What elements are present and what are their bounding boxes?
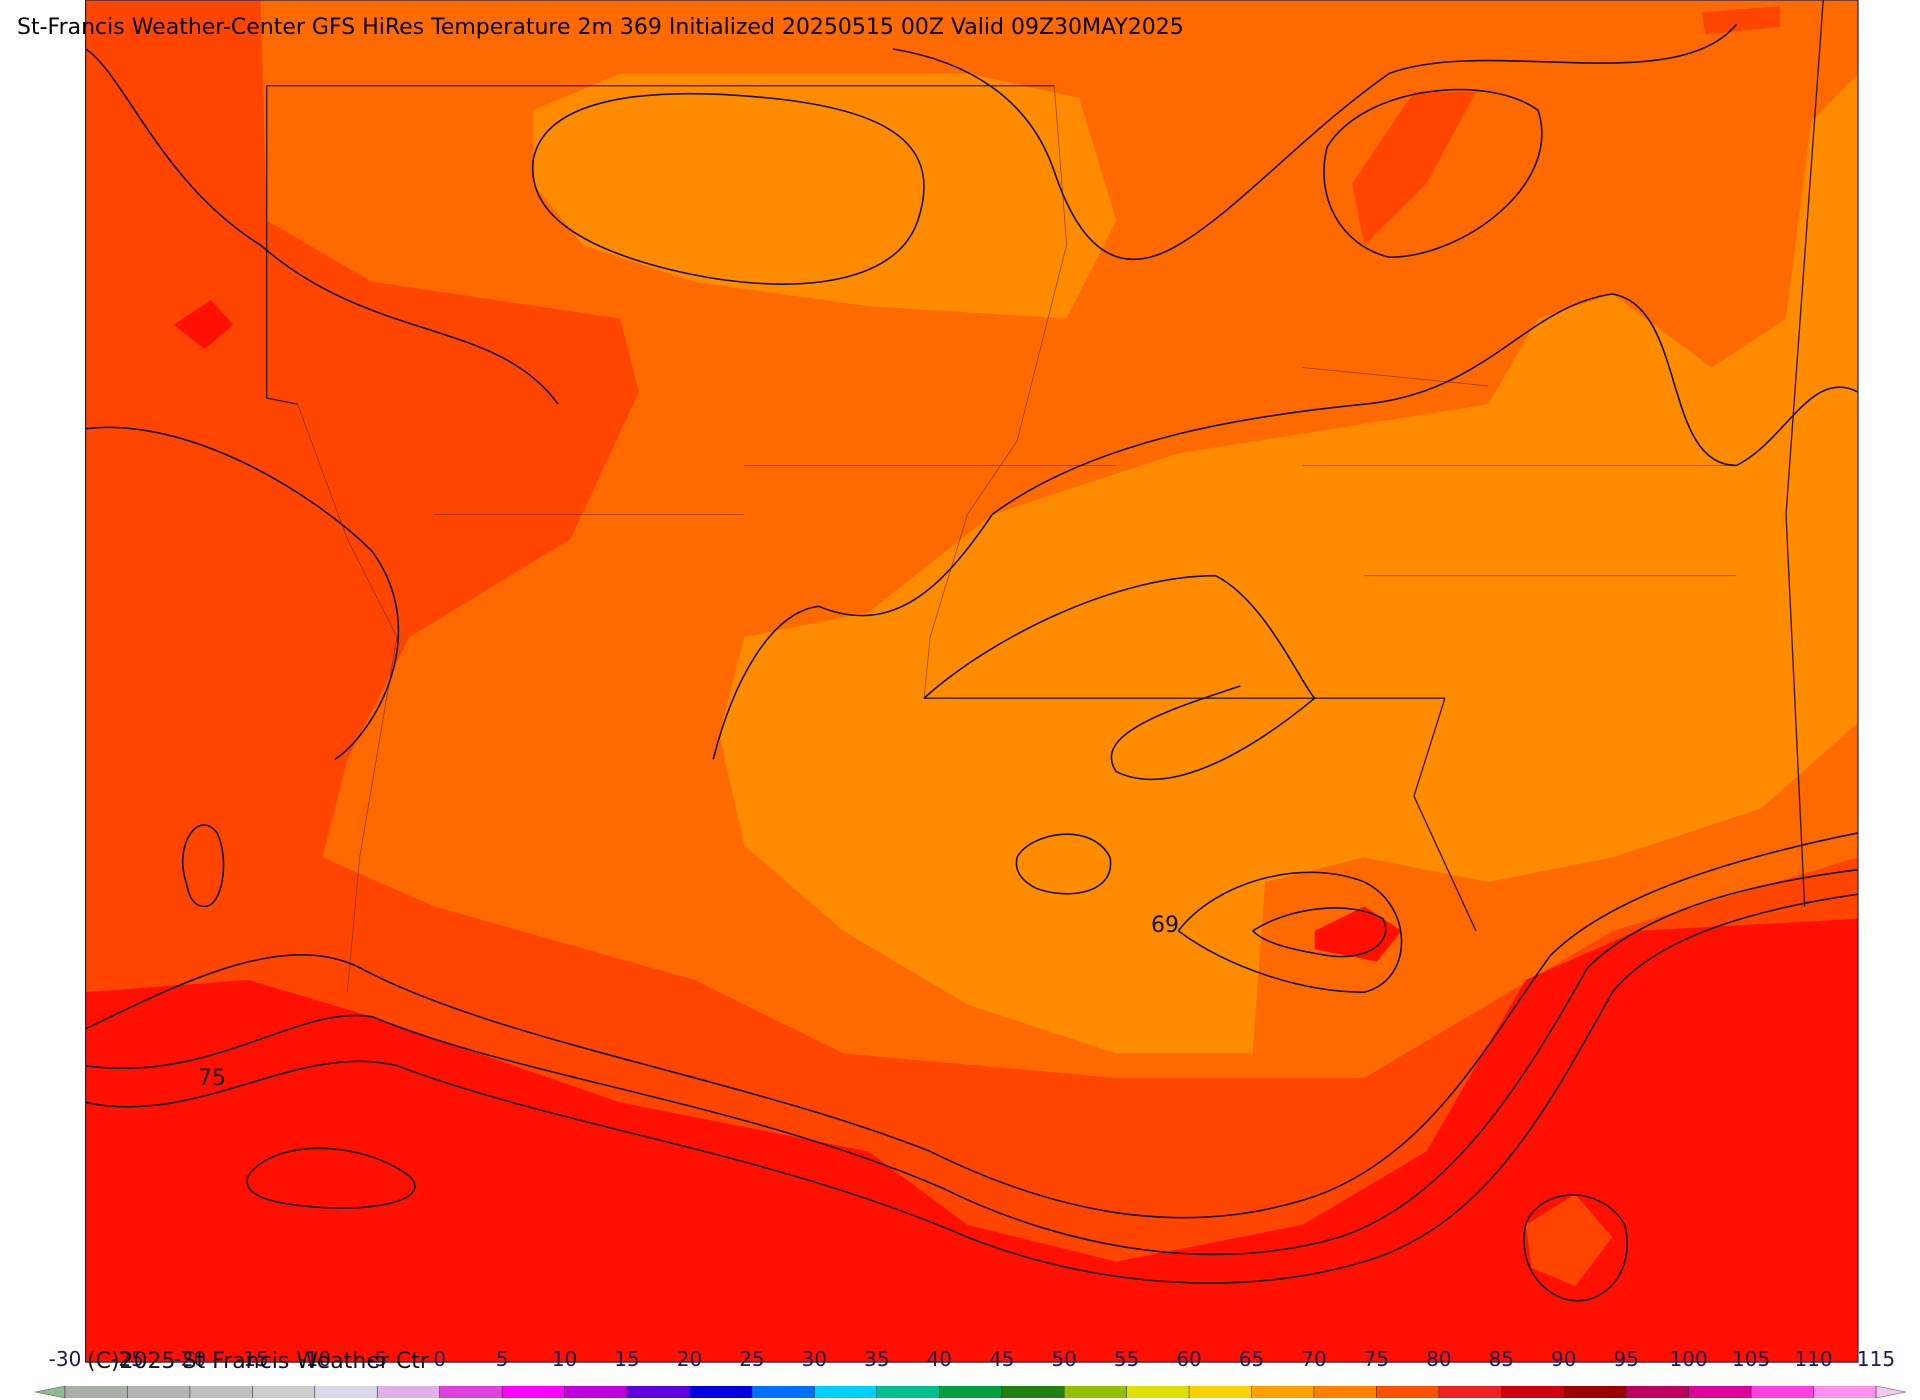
contour-label: 69 — [1151, 913, 1179, 938]
colorbar-swatch — [1501, 1386, 1565, 1398]
colorbar-label: 70 — [1301, 1347, 1326, 1371]
colorbar-swatch — [627, 1386, 690, 1398]
colorbar-swatch — [876, 1386, 940, 1398]
colorbar-label: -5 — [367, 1347, 387, 1371]
colorbar-label: 95 — [1613, 1347, 1638, 1371]
contour-line — [85, 48, 559, 405]
colorbar-label: 60 — [1176, 1347, 1201, 1371]
colorbar-swatch — [1438, 1386, 1502, 1398]
colorbar: -30 -25 -20 -15 -10 -5 0 5 10 15 20 25 30 35 40 45 50 55 6… — [34, 1347, 1907, 1399]
colorbar-swatch — [1813, 1386, 1877, 1398]
colorbar-swatch — [1251, 1386, 1315, 1398]
colorbar-swatch — [814, 1386, 878, 1398]
colorbar-swatch — [689, 1386, 753, 1398]
colorbar-over — [1875, 1385, 1907, 1399]
colorbar-label: -15 — [236, 1347, 269, 1371]
colorbar-label: 50 — [1051, 1347, 1076, 1371]
colorbar-label: 55 — [1114, 1347, 1139, 1371]
colorbar-swatch — [439, 1386, 503, 1398]
colorbar-swatch — [314, 1386, 378, 1398]
contour-line — [712, 293, 1859, 760]
colorbar-label: 20 — [677, 1347, 702, 1371]
colorbar-swatch — [252, 1386, 316, 1398]
colorbar-label: 40 — [927, 1347, 952, 1371]
colorbar-label: 115 — [1857, 1347, 1895, 1371]
cool-region — [533, 73, 1117, 319]
colorbar-label: 10 — [552, 1347, 577, 1371]
contour-line — [1523, 1194, 1628, 1302]
warm-region — [85, 0, 1858, 1363]
contour-line — [85, 893, 1859, 1284]
contour-line — [85, 868, 1859, 1256]
colorbar-swatch — [1001, 1386, 1065, 1398]
colorbar-label: 100 — [1670, 1347, 1708, 1371]
colorbar-label: 15 — [614, 1347, 639, 1371]
map-frame — [84, 0, 1859, 1363]
contour-line — [85, 426, 400, 761]
colorbar-swatch — [1064, 1386, 1128, 1398]
colorbar-label: -10 — [298, 1347, 331, 1371]
colorbar-swatch — [1751, 1386, 1815, 1398]
warm-region — [1525, 1194, 1613, 1287]
colorbar-label: 30 — [802, 1347, 827, 1371]
contour-line — [923, 574, 1316, 781]
colorbar-label: -30 — [49, 1347, 82, 1371]
colorbar-swatch — [377, 1386, 441, 1398]
colorbar-swatch — [1126, 1386, 1190, 1398]
colorbar-swatch — [751, 1386, 815, 1398]
colorbar-label: 85 — [1489, 1347, 1514, 1371]
copyright: (C)2025 St Francis Weather Ctr — [87, 1349, 430, 1374]
colorbar-label: 45 — [989, 1347, 1014, 1371]
colorbar-swatch — [1313, 1386, 1377, 1398]
warm-region — [1351, 91, 1476, 245]
colorbar-label: 75 — [1364, 1347, 1389, 1371]
hot-region — [1314, 906, 1402, 962]
colorbar-swatch — [127, 1386, 191, 1398]
contour-line — [1252, 907, 1387, 958]
colorbar-swatch — [502, 1386, 566, 1398]
colorbar-swatch — [939, 1386, 1003, 1398]
colorbar-label: 90 — [1551, 1347, 1576, 1371]
colorbar-swatch — [65, 1386, 128, 1398]
contour-line — [892, 23, 1738, 261]
contour-line — [531, 92, 925, 285]
warm-region — [1701, 6, 1780, 35]
map — [84, 0, 1859, 1363]
county-border — [297, 85, 1737, 993]
colorbar-label: 110 — [1794, 1347, 1832, 1371]
colorbar-swatch — [1626, 1386, 1690, 1398]
colorbar-label: 5 — [496, 1347, 509, 1371]
contour-line — [1177, 871, 1403, 993]
colorbar-label: -25 — [111, 1347, 144, 1371]
colorbar-swatch — [189, 1386, 253, 1398]
contour-line — [181, 824, 225, 908]
colorbar-label: 0 — [433, 1347, 446, 1371]
colorbar-swatch — [564, 1386, 628, 1398]
colorbar-swatch — [1376, 1386, 1440, 1398]
contour-line — [1015, 833, 1112, 895]
colorbar-label: 80 — [1426, 1347, 1451, 1371]
colorbar-label: 35 — [864, 1347, 889, 1371]
cool-region — [719, 73, 1858, 1054]
contour-label: 75 — [198, 1066, 226, 1091]
colorbar-label: 105 — [1732, 1347, 1770, 1371]
colorbar-swatch — [1189, 1386, 1253, 1398]
hot-region — [173, 300, 234, 350]
colorbar-label: 25 — [739, 1347, 764, 1371]
colorbar-under — [34, 1385, 66, 1399]
state-border — [265, 0, 1824, 932]
colorbar-label: -20 — [174, 1347, 207, 1371]
colorbar-swatch — [1688, 1386, 1752, 1398]
contour-line — [1323, 88, 1543, 259]
title: St-Francis Weather-Center GFS HiRes Temp… — [17, 15, 1184, 40]
contour-line — [85, 832, 1859, 1219]
contour-line — [246, 1147, 416, 1209]
colorbar-label: 65 — [1239, 1347, 1264, 1371]
hot-region — [85, 918, 1858, 1363]
colorbar-swatch — [1563, 1386, 1627, 1398]
